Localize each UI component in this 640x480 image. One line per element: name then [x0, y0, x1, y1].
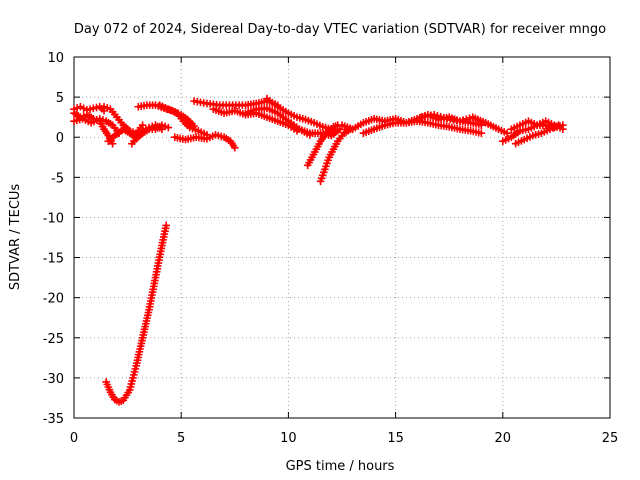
data-point-marker — [217, 132, 226, 141]
data-point-marker — [307, 117, 316, 126]
y-tick-label: -15 — [43, 252, 64, 267]
x-tick-label: 25 — [602, 431, 619, 446]
data-point-marker — [459, 116, 467, 124]
data-point-marker — [324, 156, 332, 165]
data-point-marker — [304, 116, 313, 125]
series-arc-3 — [70, 109, 117, 148]
y-tick-label: -20 — [43, 292, 64, 307]
x-tick-label: 0 — [70, 431, 78, 446]
data-point-marker — [322, 162, 330, 171]
data-point-marker — [436, 112, 445, 121]
data-point-marker — [336, 125, 344, 133]
data-point-marker — [319, 168, 328, 177]
data-point-marker — [298, 114, 307, 123]
data-point-marker — [70, 117, 78, 125]
data-point-marker — [301, 115, 310, 124]
y-tick-label: 10 — [47, 51, 64, 66]
x-tick-label: 15 — [387, 431, 404, 446]
data-point-marker — [318, 122, 327, 131]
y-tick-label: -30 — [43, 372, 64, 387]
data-point-marker — [559, 125, 567, 133]
data-point-marker — [164, 123, 173, 132]
plot-frame — [73, 56, 611, 419]
data-point-marker — [318, 171, 327, 180]
series-arc-4 — [100, 102, 147, 138]
data-point-marker — [128, 377, 136, 385]
series-arc-16 — [316, 125, 355, 186]
series-arc-8 — [155, 101, 211, 139]
data-point-marker — [89, 104, 98, 113]
data-series — [70, 94, 567, 406]
series-arc-14 — [284, 117, 344, 140]
data-point-marker — [129, 374, 137, 382]
data-point-marker — [503, 129, 511, 138]
data-point-marker — [321, 165, 329, 174]
data-point-marker — [321, 123, 330, 132]
data-point-marker — [462, 115, 471, 123]
data-point-marker — [127, 380, 136, 388]
data-point-marker — [529, 131, 537, 140]
data-point-marker — [211, 131, 220, 139]
grid — [74, 57, 610, 418]
chart-title: Day 072 of 2024, Sidereal Day-to-day VTE… — [74, 22, 606, 37]
data-point-marker — [130, 368, 139, 376]
data-point-marker — [86, 105, 94, 113]
data-point-marker — [316, 177, 325, 186]
data-point-marker — [293, 113, 301, 121]
data-point-marker — [440, 113, 448, 122]
data-point-marker — [162, 221, 170, 230]
data-point-marker — [188, 124, 197, 133]
series-arc-18 — [359, 117, 486, 138]
y-tick-label: -10 — [43, 211, 64, 226]
data-point-marker — [73, 116, 81, 125]
data-point-marker — [231, 143, 239, 152]
data-point-marker — [129, 371, 138, 379]
data-point-marker — [430, 110, 438, 119]
data-point-marker — [214, 131, 223, 140]
series-arc-15 — [303, 121, 342, 170]
data-point-marker — [554, 121, 563, 129]
series-arc-13 — [263, 94, 336, 133]
y-tick-label: -5 — [51, 171, 64, 186]
data-point-marker — [108, 139, 117, 148]
data-point-marker — [534, 130, 543, 138]
y-tick-label: -35 — [43, 412, 64, 427]
series-arc-22 — [511, 121, 563, 148]
series-arc-9 — [170, 131, 239, 152]
x-axis-label: GPS time / hours — [286, 459, 395, 474]
data-point-marker — [125, 386, 134, 394]
data-point-marker — [92, 103, 101, 112]
y-tick-label: 0 — [56, 131, 64, 146]
x-tick-label: 20 — [495, 431, 512, 446]
axis-ticks: 0 5 10 15 20 25 10 5 0 -5 -10 -15 -20 -25 -30 -35 — [43, 51, 619, 446]
data-point-marker — [531, 131, 540, 139]
data-point-marker — [456, 117, 464, 125]
series-arc-19 — [417, 110, 511, 138]
data-point-marker — [433, 111, 442, 120]
series-arc-21 — [507, 117, 567, 133]
data-point-marker — [185, 123, 194, 132]
x-tick-label: 5 — [177, 431, 185, 446]
x-tick-label: 10 — [280, 431, 297, 446]
y-tick-label: -25 — [43, 332, 64, 347]
data-point-marker — [296, 114, 304, 122]
data-point-marker — [131, 365, 140, 373]
series-arc-23 — [102, 221, 170, 406]
data-point-marker — [126, 383, 135, 391]
data-point-marker — [191, 125, 200, 134]
data-point-marker — [477, 129, 486, 138]
series-arc-6 — [128, 121, 173, 148]
data-point-marker — [317, 174, 326, 183]
y-axis-label: SDTVAR / TECUs — [8, 184, 23, 291]
y-tick-label: 5 — [56, 91, 64, 106]
data-point-marker — [323, 159, 331, 168]
